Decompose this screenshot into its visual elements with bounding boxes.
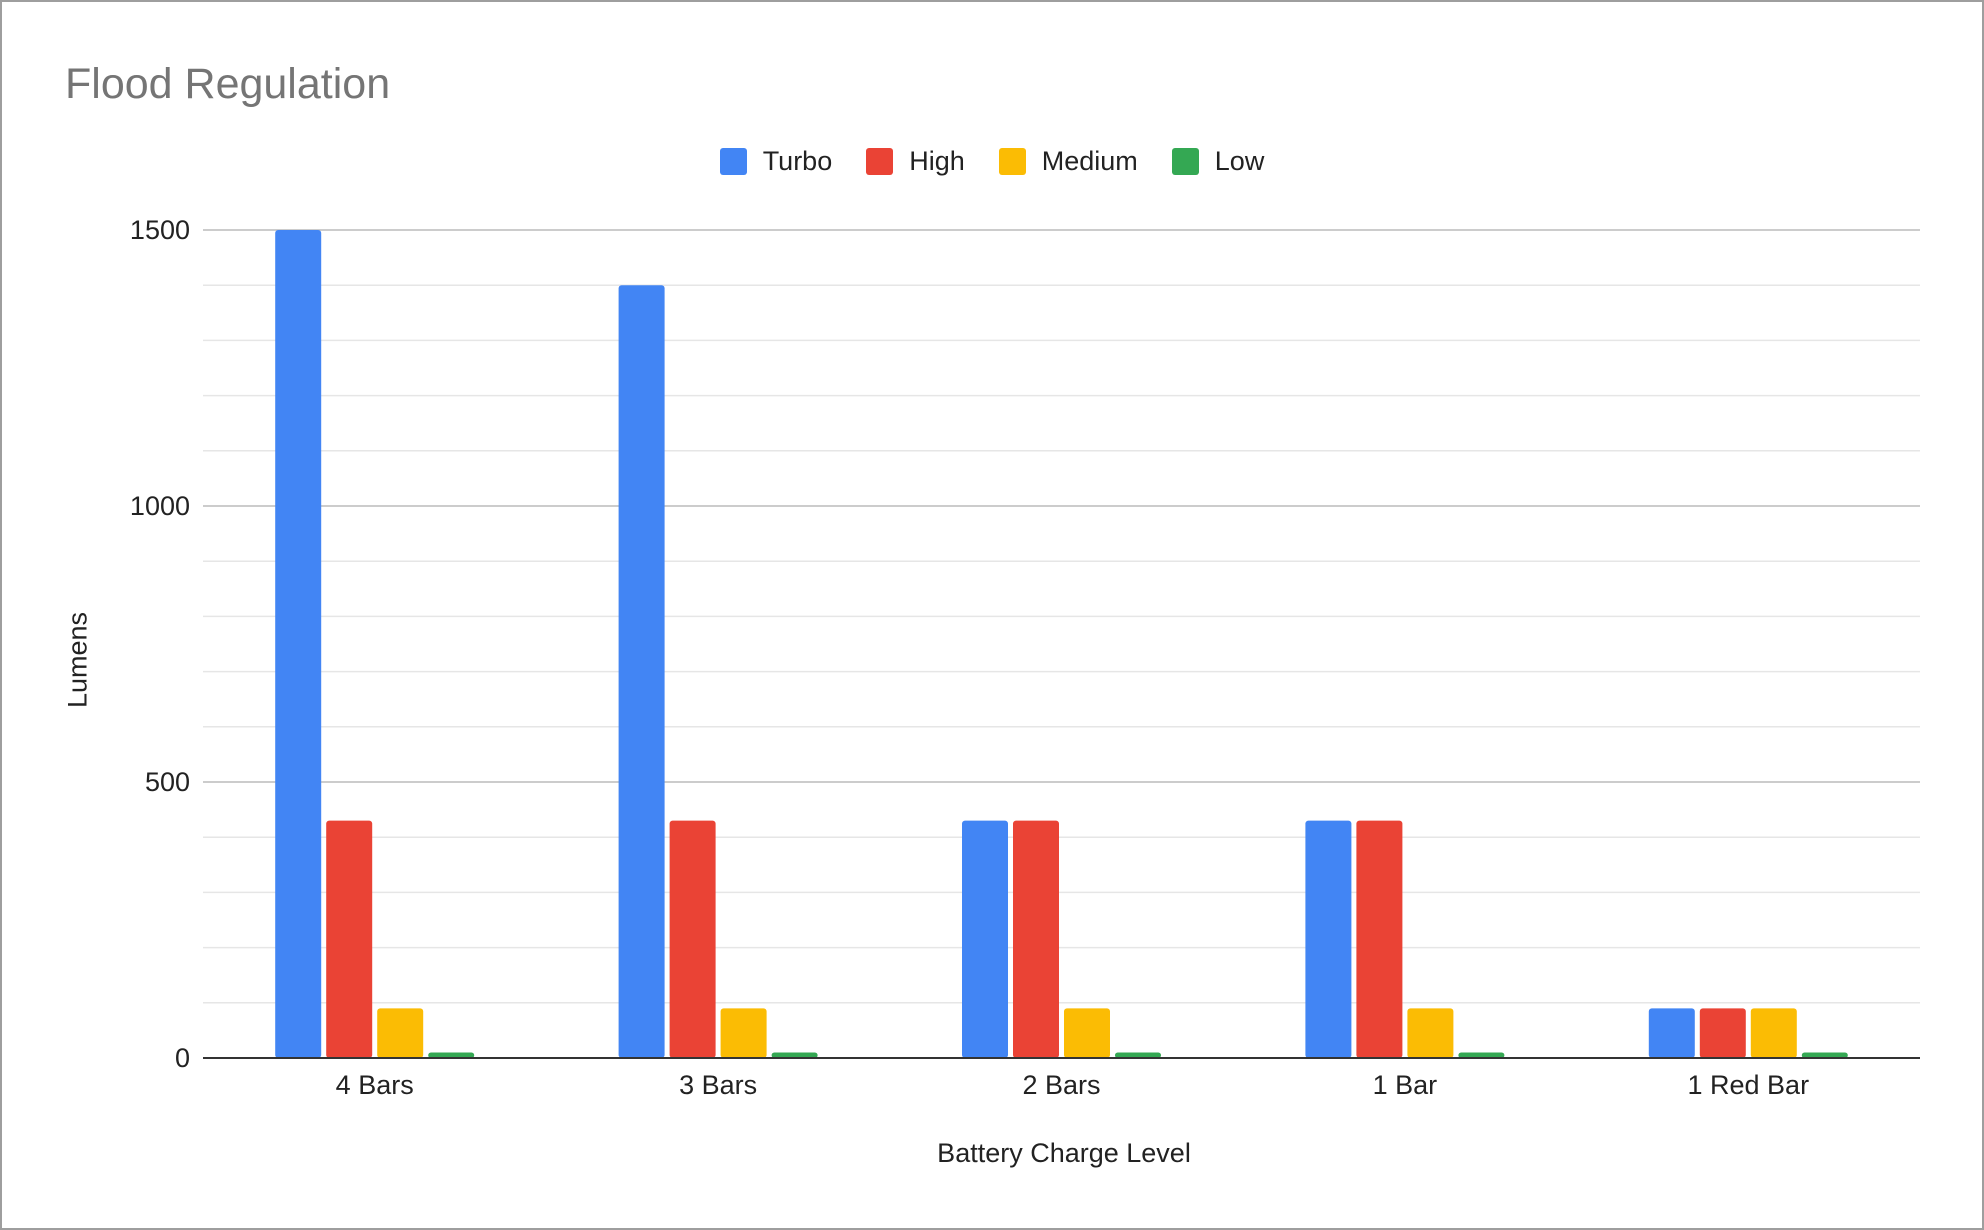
- y-tick-label: 0: [175, 1043, 190, 1073]
- legend-item-medium[interactable]: Medium: [998, 146, 1138, 177]
- bar-high: [1013, 820, 1059, 1058]
- x-tick-label: 1 Bar: [1373, 1070, 1438, 1100]
- bar-low: [1115, 1052, 1161, 1058]
- y-tick-label: 1000: [130, 491, 190, 521]
- legend-swatch-high: [866, 148, 894, 175]
- legend-label-low: Low: [1214, 146, 1265, 176]
- x-tick-label: 4 Bars: [336, 1070, 414, 1100]
- legend-item-high[interactable]: High: [866, 146, 965, 177]
- bar-high: [669, 820, 716, 1058]
- bar-turbo: [1305, 820, 1352, 1058]
- bar-low: [1801, 1052, 1848, 1058]
- legend-item-turbo[interactable]: Turbo: [719, 146, 833, 177]
- bar-medium: [1064, 1008, 1110, 1058]
- x-axis-label: Battery Charge Level: [937, 1138, 1191, 1168]
- bar-high: [1356, 820, 1403, 1058]
- bar-medium: [1750, 1008, 1797, 1058]
- bar-medium: [720, 1008, 767, 1058]
- bar-medium: [377, 1008, 424, 1058]
- bar-turbo: [275, 230, 322, 1058]
- x-tick-label: 2 Bars: [1022, 1070, 1100, 1100]
- y-tick-labels: 0 500 1000 1500: [130, 215, 190, 1073]
- legend-item-low[interactable]: Low: [1171, 146, 1265, 177]
- x-tick-label: 1 Red Bar: [1688, 1070, 1810, 1100]
- gridlines: [203, 229, 1920, 1004]
- bar-high: [1699, 1008, 1746, 1058]
- y-tick-label: 1500: [130, 215, 190, 245]
- bar-low: [428, 1052, 475, 1058]
- y-tick-label: 500: [145, 767, 190, 797]
- legend-swatch-medium: [998, 148, 1026, 175]
- bar-turbo: [618, 285, 665, 1058]
- legend: Turbo High Medium Low: [2, 146, 1982, 177]
- x-tick-label: 3 Bars: [679, 1070, 757, 1100]
- legend-label-high: High: [909, 146, 965, 176]
- bar-medium: [1407, 1008, 1454, 1058]
- legend-swatch-low: [1171, 148, 1199, 175]
- bar-low: [1458, 1052, 1505, 1058]
- legend-label-turbo: Turbo: [762, 146, 833, 176]
- legend-label-medium: Medium: [1041, 146, 1138, 176]
- bar-turbo: [962, 820, 1008, 1058]
- x-tick-labels: 4 Bars 3 Bars 2 Bars 1 Bar 1 Red Bar: [336, 1070, 1809, 1100]
- bar-turbo: [1648, 1008, 1695, 1058]
- chart-title: Flood Regulation: [65, 60, 391, 108]
- bar-low: [771, 1052, 818, 1058]
- bar-high: [326, 820, 373, 1058]
- legend-swatch-turbo: [719, 148, 747, 175]
- bars: [275, 230, 1848, 1058]
